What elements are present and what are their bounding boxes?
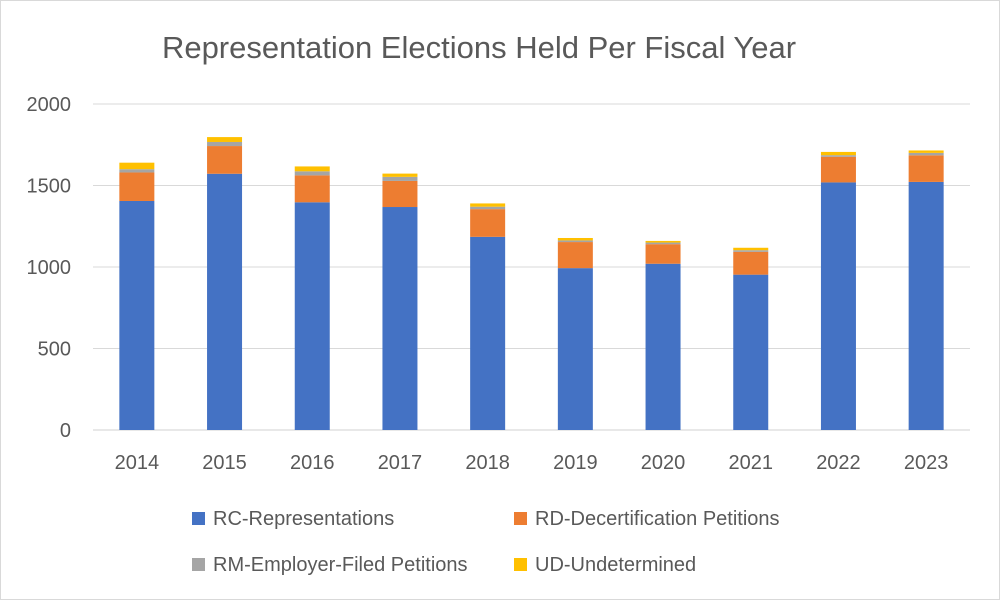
- x-tick-label: 2016: [290, 452, 335, 474]
- y-tick-label: 2000: [27, 94, 72, 116]
- y-axis-ticks: 0 500 1000 1500 2000: [27, 94, 72, 442]
- bar-rc-2021: [733, 274, 769, 430]
- x-tick-label: 2022: [816, 452, 861, 474]
- bar-rc-2019: [557, 268, 593, 430]
- bar-rc-2022: [820, 182, 856, 430]
- bar-rd-2021: [733, 251, 769, 275]
- bar-ud-2015: [207, 137, 243, 142]
- chart-title: Representation Elections Held Per Fiscal…: [162, 30, 796, 65]
- bar-rm-2021: [733, 250, 769, 252]
- bar-ud-2014: [119, 162, 155, 170]
- bar-rd-2016: [294, 175, 330, 203]
- legend-swatch: [192, 558, 205, 571]
- x-tick-label: 2023: [904, 452, 949, 474]
- bar-ud-2018: [470, 203, 506, 207]
- bar-ud-2021: [733, 247, 769, 251]
- bar-rm-2022: [820, 155, 856, 157]
- bar-rc-2023: [908, 181, 944, 430]
- legend-swatch: [192, 512, 205, 525]
- bar-rm-2015: [207, 141, 243, 147]
- x-tick-label: 2020: [641, 452, 686, 474]
- bar-ud-2020: [645, 240, 681, 243]
- bar-ud-2019: [557, 237, 593, 241]
- bar-rc-2014: [119, 200, 155, 430]
- bar-rd-2015: [207, 146, 243, 174]
- bar-rm-2016: [294, 171, 330, 176]
- bar-ud-2016: [294, 166, 330, 172]
- bar-rc-2020: [645, 263, 681, 430]
- bar-rd-2020: [645, 244, 681, 264]
- legend-label: RD-Decertification Petitions: [535, 508, 780, 530]
- bar-rc-2017: [382, 207, 418, 430]
- bar-rd-2017: [382, 180, 418, 208]
- legend-swatch: [514, 512, 527, 525]
- x-tick-label: 2014: [115, 452, 160, 474]
- x-tick-label: 2017: [378, 452, 423, 474]
- bar-rm-2014: [119, 169, 155, 173]
- x-tick-label: 2018: [465, 452, 510, 474]
- y-tick-label: 1000: [27, 257, 72, 279]
- bar-ud-2017: [382, 173, 418, 177]
- x-tick-label: 2015: [202, 452, 247, 474]
- bar-rm-2017: [382, 176, 418, 181]
- bar-rd-2014: [119, 172, 155, 201]
- bar-ud-2023: [908, 150, 944, 153]
- y-tick-label: 0: [60, 420, 71, 442]
- legend-label: UD-Undetermined: [535, 554, 696, 576]
- bar-rd-2023: [908, 155, 944, 182]
- bar-rd-2018: [470, 209, 506, 237]
- x-tick-label: 2021: [729, 452, 774, 474]
- bar-rm-2018: [470, 206, 506, 210]
- bar-rd-2019: [557, 242, 593, 269]
- bar-rm-2023: [908, 152, 944, 156]
- legend: RC-Representations RD-Decertification Pet…: [192, 508, 780, 576]
- bar-rc-2016: [294, 202, 330, 430]
- bar-rm-2020: [645, 242, 681, 245]
- bar-rd-2022: [820, 156, 856, 183]
- legend-label: RC-Representations: [213, 508, 394, 530]
- bars: [119, 137, 944, 430]
- bar-rm-2019: [557, 240, 593, 243]
- x-tick-label: 2019: [553, 452, 598, 474]
- bar-rc-2015: [207, 173, 243, 430]
- x-axis-ticks: 2014 2015 2016 2017 2018 2019 2020 2021 2022 2023: [115, 452, 949, 474]
- legend-label: RM-Employer-Filed Petitions: [213, 554, 468, 576]
- bar-rc-2018: [470, 236, 506, 430]
- legend-swatch: [514, 558, 527, 571]
- bar-ud-2022: [820, 151, 856, 156]
- y-tick-label: 1500: [27, 176, 72, 198]
- y-tick-label: 500: [38, 339, 71, 361]
